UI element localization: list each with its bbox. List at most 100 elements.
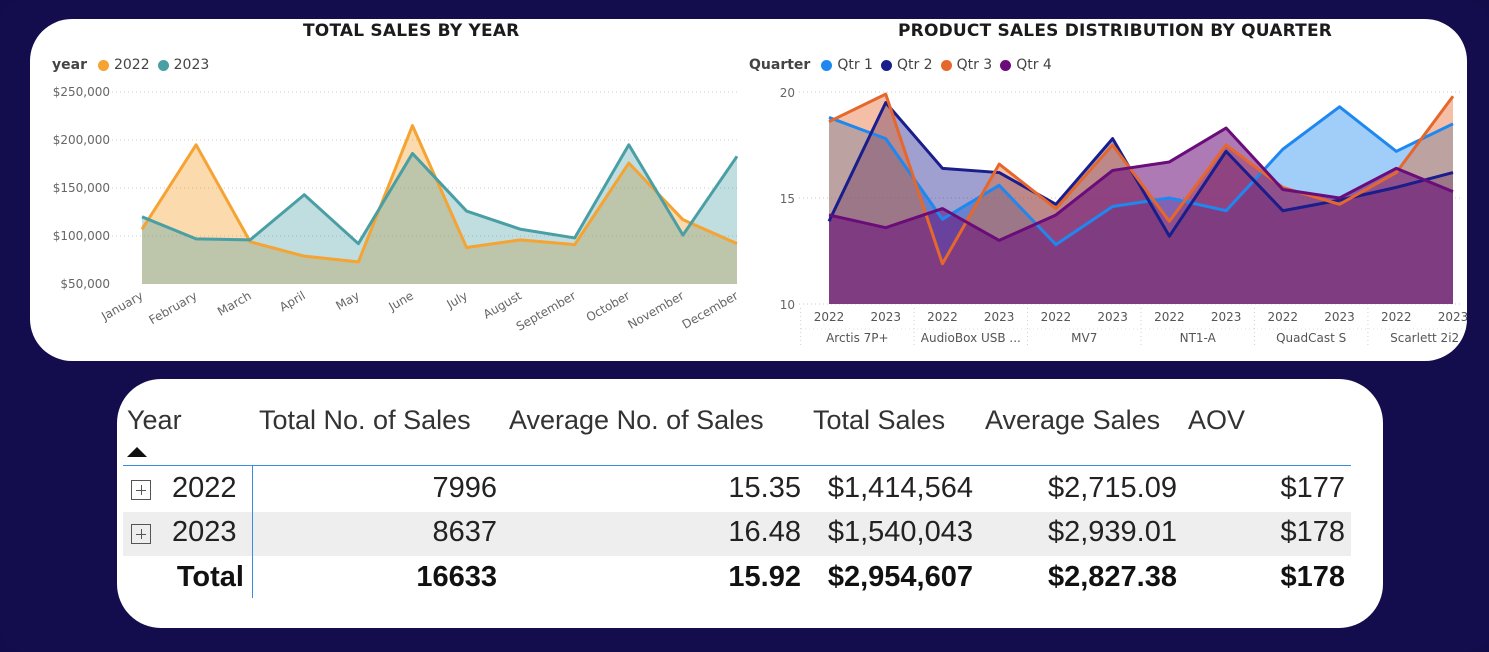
series-line-Qtr-1 [828,105,1454,247]
header-year[interactable]: Year [127,405,182,435]
cell-aov: $178 [1280,561,1345,593]
y-tick-label: $150,000 [53,181,110,195]
cell-total-no-sales: 7996 [432,472,497,504]
product-sales-legend: Quarter Qtr 1 Qtr 2 Qtr 3 Qtr 4 [749,57,1052,73]
cell-avg-no-sales: 16.48 [728,516,801,548]
x-tick-label: August [481,288,525,321]
summary-table: Year Total No. of Sales Average No. of S… [117,379,1383,628]
expand-icon[interactable] [131,524,151,544]
group-label: Scarlett 2i2 [1390,331,1459,345]
sales-by-year-chart[interactable]: $250,000$200,000$150,000$100,000$50,000J… [30,19,750,361]
series-line-2022 [140,124,738,264]
area-Qtr-4 [829,128,1453,304]
x-tick-label: 2022 [927,310,958,324]
cell-year: 2022 [172,472,237,504]
legend-label-2022[interactable]: 2022 [113,57,150,73]
x-tick-label: 2022 [1041,310,1072,324]
cell-total-no-sales: 8637 [432,516,497,548]
legend-dot-2023 [157,59,169,71]
x-tick-label: April [277,288,308,314]
group-label: MV7 [1071,331,1097,345]
sales-by-year-legend: year 2022 2023 [52,57,209,73]
group-label: NT1-A [1180,331,1217,345]
legend-label-q1[interactable]: Qtr 1 [837,57,873,73]
area-2023 [142,144,737,284]
cell-aov: $178 [1280,516,1345,548]
x-tick-label: February [147,288,200,327]
legend-label-q4[interactable]: Qtr 4 [1016,57,1052,73]
x-tick-label: July [443,288,470,311]
header-avg-sales[interactable]: Average Sales [985,405,1161,435]
x-tick-label: November [625,288,686,331]
header-avg-no-sales[interactable]: Average No. of Sales [509,405,764,435]
y-tick-label: 15 [780,192,795,206]
cell-year: 2023 [172,516,237,548]
legend-dot-q4 [1000,59,1012,71]
legend-dot-q1 [821,59,833,71]
y-tick-label: $50,000 [60,277,110,291]
header-total-sales[interactable]: Total Sales [813,405,946,435]
area-2022 [142,125,737,284]
group-label: QuadCast S [1276,331,1346,345]
sales-by-year-title: TOTAL SALES BY YEAR [303,21,520,41]
group-label: AudioBox USB ... [921,331,1021,345]
x-tick-label: 2022 [1154,310,1185,324]
legend-label-q3[interactable]: Qtr 3 [956,57,993,73]
cell-total-no-sales: 16633 [416,561,497,593]
group-label: Arctis 7P+ [826,331,889,345]
x-tick-label: 2023 [1211,310,1242,324]
cell-avg-sales: $2,715.09 [1047,472,1177,504]
x-tick-label: September [514,288,578,333]
legend-dot-2022 [97,59,109,71]
x-tick-label: 2023 [1324,310,1355,324]
product-sales-chart[interactable]: 20 15 10 2022 2023 2022 2023 2022 2023 2022 2023 20… [740,19,1467,361]
x-tick-label: 2023 [870,310,901,324]
legend-label-2023[interactable]: 2023 [173,57,210,73]
cell-avg-no-sales: 15.35 [728,472,801,504]
cell-total-sales: $1,540,043 [827,516,973,548]
row-header-divider [252,465,253,598]
table-row[interactable]: 2022 7996 15.35 $1,414,564 $2,715.09 $17… [123,468,1351,512]
legend-label-q2[interactable]: Qtr 2 [896,57,933,73]
series-line-Qtr-3 [828,92,1455,266]
expand-icon[interactable] [131,480,151,500]
series-line-2023 [141,143,739,246]
legend-dot-q3 [940,59,952,71]
summary-table-card: Year Total No. of Sales Average No. of S… [117,379,1383,628]
cell-avg-no-sales: 15.92 [728,561,801,593]
cell-aov: $177 [1280,472,1345,504]
cell-total-sales: $2,954,607 [827,561,973,593]
cell-avg-sales: $2,827.38 [1047,561,1177,593]
y-tick-label: 20 [780,86,795,100]
legend-title: Quarter [749,57,811,73]
cell-total-sales: $1,414,564 [827,472,973,504]
legend-dot-q2 [880,59,892,71]
cell-total-label: Total [176,561,244,593]
header-total-no-sales[interactable]: Total No. of Sales [259,405,471,435]
cell-avg-sales: $2,939.01 [1047,516,1177,548]
y-tick-label: $250,000 [53,85,110,99]
product-sales-title: PRODUCT SALES DISTRIBUTION BY QUARTER [898,21,1333,41]
x-tick-label: May [333,288,361,313]
y-tick-label: $100,000 [53,229,110,243]
x-tick-label: 2023 [984,310,1015,324]
x-tick-label: 2023 [1097,310,1128,324]
x-tick-label: 2022 [1381,310,1412,324]
charts-card: TOTAL SALES BY YEAR year 2022 2023 $250,… [30,19,1467,361]
table-row[interactable]: 2023 8637 16.48 $1,540,043 $2,939.01 $17… [123,512,1351,556]
series-line-Qtr-4 [828,126,1454,242]
header-aov[interactable]: AOV [1188,405,1246,435]
y-tick-label: $200,000 [53,133,110,147]
header-divider [123,465,1351,466]
table-total-row: Total 16633 15.92 $2,954,607 $2,827.38 $… [123,557,1351,601]
x-tick-label: 2022 [814,310,845,324]
x-tick-label: December [680,288,741,331]
y-tick-label: 10 [780,298,795,312]
x-tick-label: January [98,288,145,323]
sort-ascending-icon[interactable] [127,447,147,457]
x-tick-label: 2023 [1438,310,1467,324]
legend-title: year [52,57,87,73]
x-tick-label: March [215,288,254,318]
x-tick-label: 2022 [1268,310,1299,324]
